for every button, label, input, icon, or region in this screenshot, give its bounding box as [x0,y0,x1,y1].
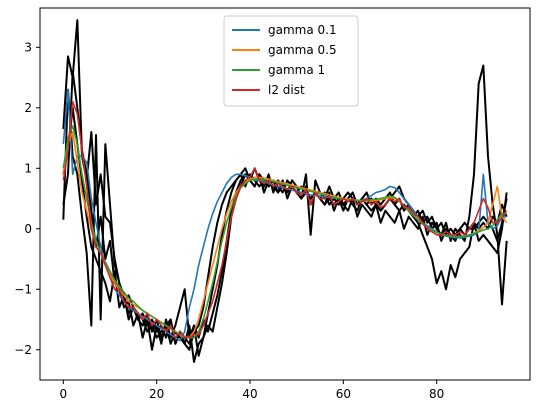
y-tick-label: 0 [24,222,32,236]
legend-label: l2 dist [268,83,305,97]
x-tick-label: 40 [242,387,257,401]
legend-label: gamma 0.5 [268,43,337,57]
series-line-l2-dist [62,100,508,339]
legend-label: gamma 1 [268,63,325,77]
y-tick-label: 2 [24,101,32,115]
y-tick-label: −2 [14,343,32,357]
x-tick-label: 80 [429,387,444,401]
x-tick-label: 0 [60,387,68,401]
raw-series-line-4 [62,106,508,345]
legend-label: gamma 0.1 [268,23,337,37]
legend: gamma 0.1 gamma 0.5 gamma 1 l2 dist [223,15,359,107]
x-tick-label: 60 [336,387,351,401]
y-tick-label: −1 [14,282,32,296]
x-tick-label: 20 [149,387,164,401]
legend-box [223,15,359,107]
y-tick-label: 1 [24,161,32,175]
series-group [62,88,508,342]
plot-frame [39,7,531,381]
series-line-gamma-1 [62,125,507,339]
y-tick-label: 3 [24,40,32,54]
axes: 0 20 40 60 80 −2 −1 0 1 2 3 [14,7,531,401]
